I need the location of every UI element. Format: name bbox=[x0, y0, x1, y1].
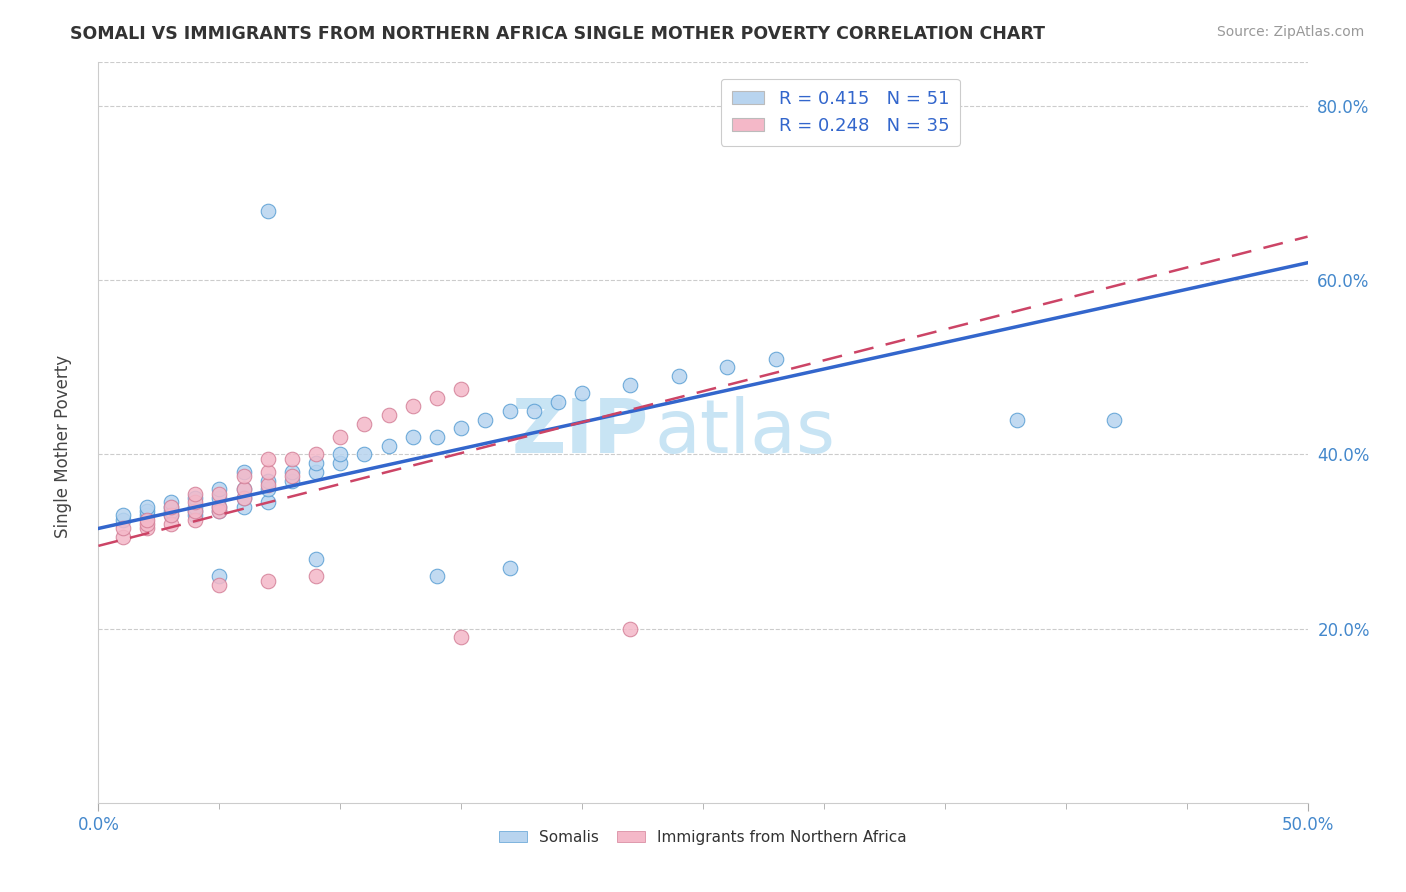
Point bbox=[256, 482, 278, 496]
Point bbox=[184, 513, 207, 527]
Point bbox=[160, 500, 183, 514]
Point bbox=[668, 369, 690, 384]
Point bbox=[160, 504, 183, 518]
Point bbox=[377, 439, 399, 453]
Point bbox=[426, 569, 449, 583]
Point bbox=[184, 495, 207, 509]
Point bbox=[111, 530, 134, 544]
Point bbox=[426, 391, 449, 405]
Point bbox=[377, 408, 399, 422]
Point bbox=[232, 469, 254, 483]
Point bbox=[232, 491, 254, 505]
Point bbox=[256, 574, 278, 588]
Point bbox=[281, 474, 304, 488]
Point bbox=[353, 447, 375, 461]
Point bbox=[160, 508, 183, 523]
Point bbox=[135, 513, 157, 527]
Point bbox=[232, 482, 254, 496]
Point bbox=[184, 504, 207, 518]
Point bbox=[184, 486, 207, 500]
Point bbox=[523, 404, 546, 418]
Point bbox=[353, 417, 375, 431]
Point bbox=[450, 421, 472, 435]
Point bbox=[232, 491, 254, 505]
Point bbox=[571, 386, 593, 401]
Legend: Somalis, Immigrants from Northern Africa: Somalis, Immigrants from Northern Africa bbox=[494, 823, 912, 851]
Point bbox=[208, 491, 231, 505]
Point bbox=[232, 500, 254, 514]
Point bbox=[256, 451, 278, 466]
Point bbox=[208, 569, 231, 583]
Point bbox=[426, 430, 449, 444]
Point bbox=[450, 382, 472, 396]
Point bbox=[184, 500, 207, 514]
Point bbox=[547, 395, 569, 409]
Point bbox=[305, 569, 328, 583]
Point bbox=[232, 482, 254, 496]
Point bbox=[305, 456, 328, 470]
Point bbox=[208, 500, 231, 514]
Point bbox=[135, 508, 157, 523]
Point bbox=[281, 451, 304, 466]
Point bbox=[402, 430, 425, 444]
Point bbox=[184, 491, 207, 505]
Point bbox=[208, 504, 231, 518]
Point bbox=[402, 400, 425, 414]
Point bbox=[111, 521, 134, 535]
Point bbox=[184, 504, 207, 518]
Text: Source: ZipAtlas.com: Source: ZipAtlas.com bbox=[1216, 25, 1364, 39]
Point bbox=[135, 504, 157, 518]
Point bbox=[329, 456, 352, 470]
Text: atlas: atlas bbox=[655, 396, 835, 469]
Point bbox=[160, 500, 183, 514]
Point bbox=[184, 508, 207, 523]
Point bbox=[135, 517, 157, 532]
Point bbox=[135, 500, 157, 514]
Point bbox=[208, 500, 231, 514]
Point bbox=[135, 521, 157, 535]
Point bbox=[111, 508, 134, 523]
Point bbox=[765, 351, 787, 366]
Point bbox=[281, 469, 304, 483]
Text: ZIP: ZIP bbox=[512, 396, 648, 469]
Point bbox=[1102, 412, 1125, 426]
Point bbox=[208, 482, 231, 496]
Point bbox=[1007, 412, 1029, 426]
Point bbox=[305, 465, 328, 479]
Point bbox=[208, 578, 231, 592]
Text: Single Mother Poverty: Single Mother Poverty bbox=[55, 354, 72, 538]
Point bbox=[208, 504, 231, 518]
Point bbox=[281, 465, 304, 479]
Point bbox=[111, 513, 134, 527]
Point bbox=[305, 552, 328, 566]
Point bbox=[256, 465, 278, 479]
Point bbox=[450, 630, 472, 644]
Point bbox=[619, 377, 641, 392]
Point bbox=[619, 622, 641, 636]
Point bbox=[256, 478, 278, 492]
Point bbox=[160, 517, 183, 532]
Point bbox=[498, 404, 520, 418]
Point bbox=[208, 486, 231, 500]
Point bbox=[716, 360, 738, 375]
Text: SOMALI VS IMMIGRANTS FROM NORTHERN AFRICA SINGLE MOTHER POVERTY CORRELATION CHAR: SOMALI VS IMMIGRANTS FROM NORTHERN AFRIC… bbox=[70, 25, 1045, 43]
Point bbox=[256, 203, 278, 218]
Point bbox=[232, 465, 254, 479]
Point bbox=[305, 447, 328, 461]
Point bbox=[160, 508, 183, 523]
Point bbox=[256, 495, 278, 509]
Point bbox=[329, 430, 352, 444]
Point bbox=[256, 474, 278, 488]
Point bbox=[498, 560, 520, 574]
Point bbox=[474, 412, 496, 426]
Point bbox=[329, 447, 352, 461]
Point bbox=[160, 495, 183, 509]
